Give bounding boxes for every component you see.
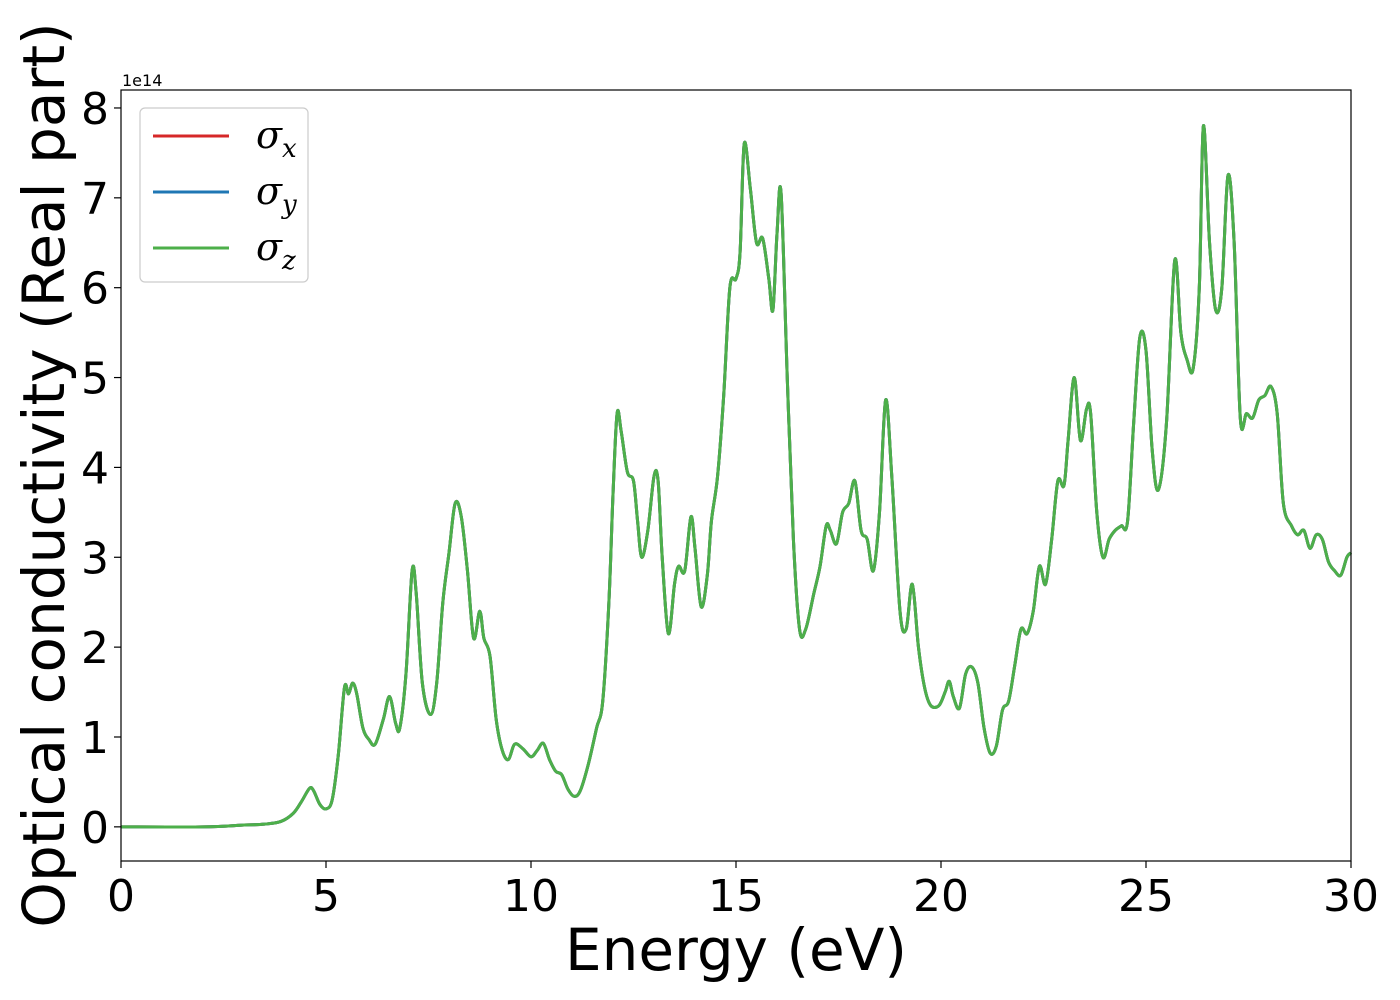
x-tick-label: 5 bbox=[312, 871, 340, 922]
series-line-sigma-z bbox=[120, 124, 1353, 829]
x-tick-label: 10 bbox=[503, 871, 559, 922]
x-tick-label: 20 bbox=[913, 871, 969, 922]
legend-label-sigma-y: σy bbox=[256, 169, 297, 220]
x-tick-label: 30 bbox=[1323, 871, 1379, 922]
legend-label-sigma-x: σx bbox=[256, 113, 297, 164]
x-tick-label: 15 bbox=[708, 871, 764, 922]
y-tick-label: 2 bbox=[81, 623, 109, 674]
x-tick-label: 25 bbox=[1118, 871, 1174, 922]
axis-ticks: 0 5 10 15 20 25 30 0 1 2 3 4 5 6 7 8 bbox=[81, 84, 1379, 922]
y-tick-label: 6 bbox=[81, 264, 109, 315]
series-lines bbox=[120, 124, 1353, 829]
legend-box bbox=[139, 107, 309, 283]
x-axis-label: Energy (eV) bbox=[565, 916, 907, 984]
y-tick-label: 7 bbox=[81, 174, 109, 225]
x-tick-label: 0 bbox=[107, 871, 135, 922]
y-offset-label: 1e14 bbox=[122, 71, 162, 90]
plot-frame bbox=[120, 89, 1352, 862]
y-tick-label: 5 bbox=[81, 354, 109, 405]
legend-label-sigma-z: σz bbox=[256, 225, 296, 276]
y-tick-label: 8 bbox=[81, 84, 109, 135]
y-tick-label: 3 bbox=[81, 533, 109, 584]
y-tick-label: 0 bbox=[81, 803, 109, 854]
y-tick-label: 4 bbox=[81, 443, 109, 494]
y-axis-label: Optical conductivity (Real part) bbox=[10, 22, 78, 927]
y-tick-label: 1 bbox=[81, 713, 109, 764]
